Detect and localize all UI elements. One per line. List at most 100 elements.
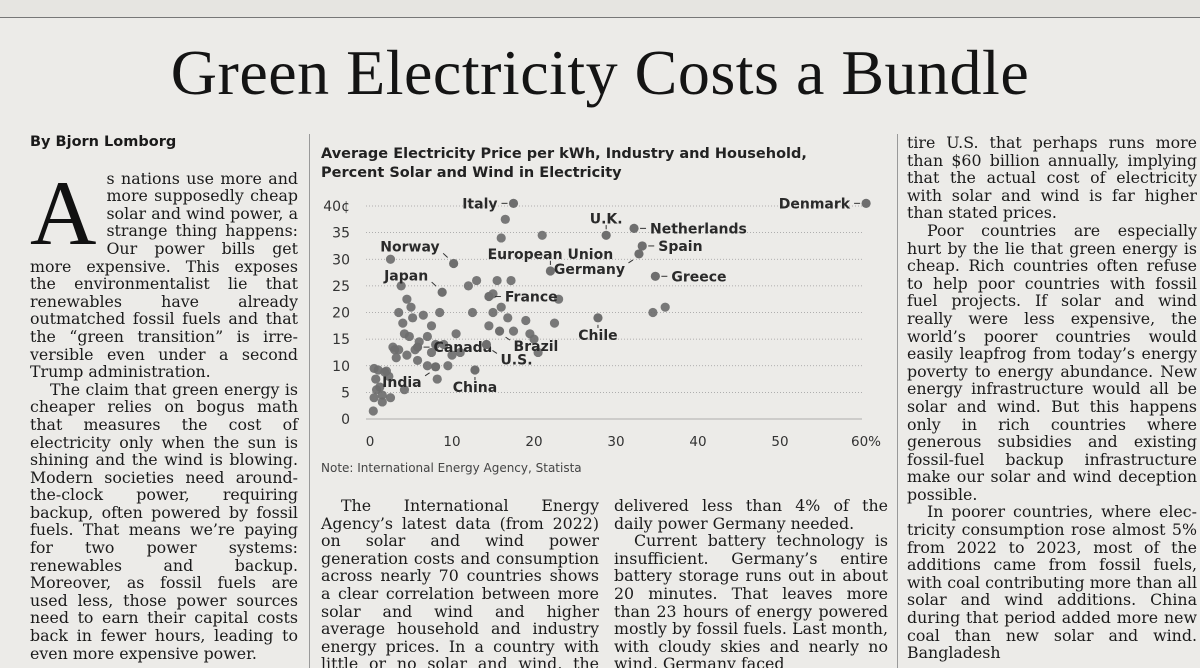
data-point	[435, 307, 445, 318]
point-label: India	[382, 375, 421, 391]
chart-title: Average Electricity Price per kWh, Indus…	[321, 145, 881, 183]
data-point	[431, 339, 441, 350]
paragraph-1-text: s nations use more and more supposedly c…	[30, 168, 298, 382]
y-tick-label: 5	[341, 385, 350, 401]
x-tick-label: 40	[689, 434, 706, 450]
data-point	[408, 313, 418, 323]
data-point	[529, 334, 539, 344]
middle-2-paragraph-1: delivered less than 4% of the daily powe…	[614, 496, 888, 533]
top-rule	[0, 0, 1200, 18]
leader-line	[505, 336, 511, 341]
data-point	[521, 315, 531, 326]
y-tick-label: 35	[332, 226, 350, 242]
x-tick-label: 30	[607, 434, 624, 450]
data-point	[549, 318, 560, 328]
data-point	[402, 350, 412, 360]
column-rule-left	[309, 134, 310, 668]
data-point	[412, 355, 423, 366]
data-point-labeled	[650, 271, 660, 281]
byline: By Bjorn Lomborg	[30, 134, 177, 150]
middle-column-2: delivered less than 4% of the daily powe…	[614, 497, 888, 668]
x-tick-label: 10	[443, 434, 460, 450]
point-label: China	[453, 380, 497, 396]
data-point	[394, 307, 404, 318]
data-point	[443, 361, 453, 371]
chart-title-line-1: Average Electricity Price per kWh, Indus…	[321, 146, 807, 162]
data-point	[384, 371, 394, 381]
data-point	[396, 281, 406, 291]
leader-line	[424, 372, 430, 377]
leader-line	[442, 252, 448, 258]
data-point	[508, 326, 519, 336]
data-point-labeled	[431, 362, 441, 372]
data-point-labeled	[593, 313, 603, 323]
data-point-labeled	[470, 365, 480, 375]
point-label: Spain	[658, 239, 702, 255]
data-point	[496, 302, 506, 312]
data-point	[554, 294, 564, 304]
leader-line	[628, 259, 634, 264]
data-point	[488, 307, 498, 318]
scatter-chart: 0 5 10 15 20 25 30 35 40¢ 0 10 20 30 40 50 60% Italy U.K.…	[323, 196, 881, 450]
data-point	[369, 363, 379, 374]
y-tick-label: 30	[332, 252, 350, 268]
data-point	[496, 233, 506, 243]
middle-2-paragraph-2: Current battery technology is in­suffici…	[614, 531, 888, 668]
data-point-labeled	[484, 291, 494, 302]
data-point	[385, 393, 396, 403]
data-point	[660, 302, 670, 312]
data-point-labeled	[634, 249, 644, 259]
data-point	[492, 275, 502, 286]
data-point	[398, 318, 408, 328]
data-point-labeled	[508, 198, 519, 208]
data-point	[447, 350, 457, 360]
column-rule-right	[897, 134, 898, 668]
data-point	[537, 230, 547, 240]
data-point-labeled	[545, 266, 555, 276]
middle-1-paragraph-1: The International Energy Agency’s latest…	[321, 496, 599, 668]
data-point	[426, 321, 437, 331]
leader-line	[492, 350, 498, 354]
data-point	[648, 307, 658, 318]
data-point	[394, 345, 404, 355]
data-point	[426, 347, 437, 358]
data-point	[369, 393, 379, 403]
data-point	[439, 339, 449, 350]
chart-title-line-2: Percent Solar and Wind in Electricity	[321, 165, 622, 181]
data-point	[500, 214, 510, 224]
right-paragraph-2: Poor countries are especially hurt by th…	[907, 220, 1197, 504]
data-point	[506, 275, 516, 286]
leader-line	[431, 281, 437, 287]
x-tick-label: 60%	[851, 434, 881, 450]
y-tick-label: 0	[341, 412, 350, 428]
middle-column-1: The International Energy Agency’s latest…	[321, 497, 599, 668]
data-point	[418, 310, 428, 320]
data-point-labeled	[481, 339, 492, 350]
data-point	[463, 281, 473, 291]
point-label: Netherlands	[650, 221, 747, 237]
point-label: Germany	[554, 262, 625, 278]
data-point-labeled	[449, 258, 459, 269]
right-paragraph-3: In poorer countries, where elec­tricity …	[907, 502, 1197, 663]
point-label: Italy	[462, 196, 497, 212]
point-label: Norway	[380, 240, 439, 256]
data-point	[533, 347, 543, 358]
headline: Green Electricity Costs a Bundle	[170, 37, 1030, 108]
data-point-labeled	[629, 223, 639, 233]
data-point	[371, 374, 381, 384]
point-label: European Union	[488, 247, 614, 263]
data-point-labeled	[601, 230, 611, 240]
point-label: France	[505, 290, 558, 306]
data-point-labeled	[494, 326, 505, 336]
x-tick-label: 20	[525, 434, 542, 450]
x-tick-label: 50	[771, 434, 788, 450]
data-point	[422, 331, 432, 342]
data-point-labeled	[412, 342, 423, 352]
data-point	[406, 302, 416, 312]
point-label: Japan	[383, 268, 428, 284]
right-paragraph-1: tire U.S. that perhaps runs more than $6…	[907, 133, 1197, 223]
data-point	[404, 331, 414, 342]
point-label: U.K.	[590, 211, 623, 227]
data-point-labeled	[861, 198, 871, 208]
x-tick-label: 0	[366, 434, 375, 450]
